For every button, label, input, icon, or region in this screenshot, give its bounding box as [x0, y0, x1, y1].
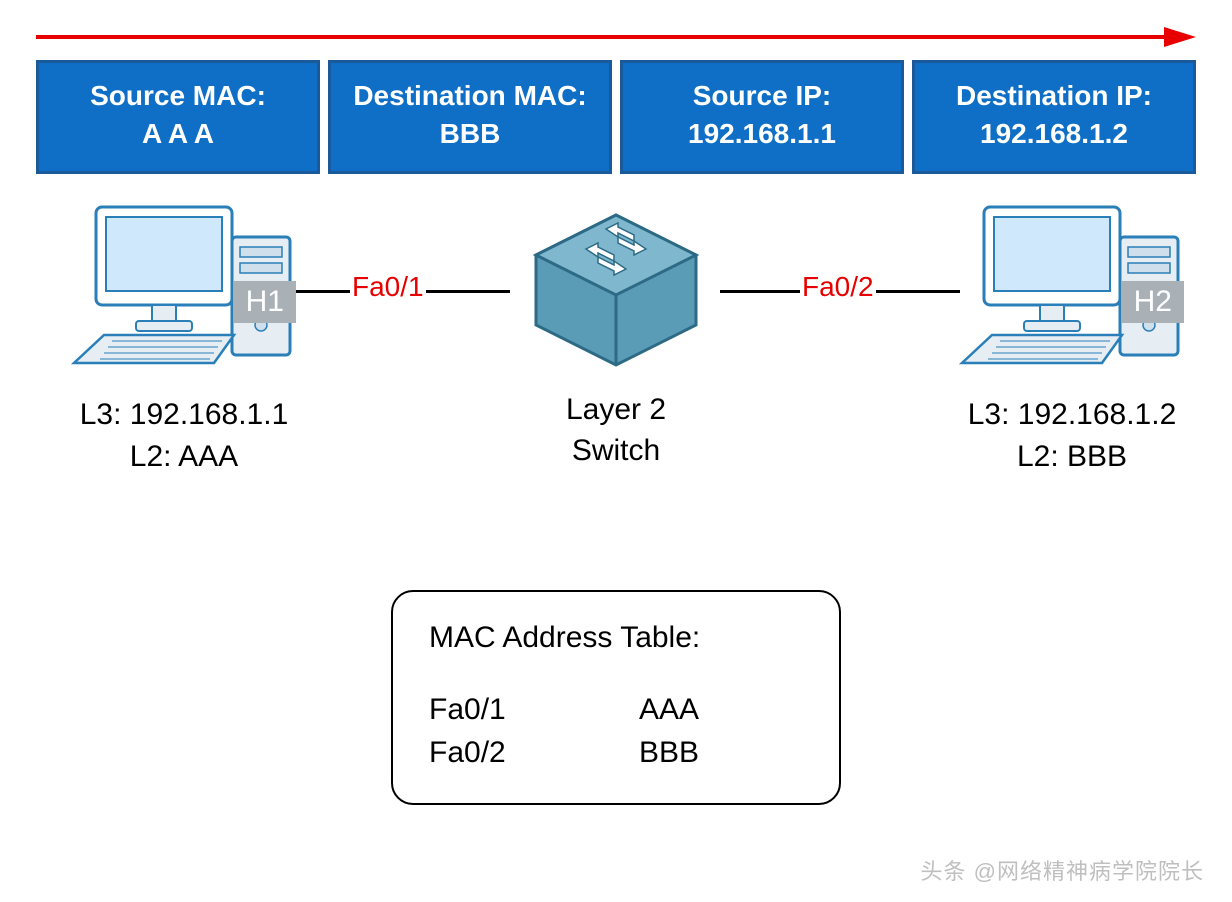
- link-right-label: Fa0/2: [800, 271, 876, 303]
- header-value: BBB: [339, 115, 601, 153]
- packet-header-row: Source MAC: A A A Destination MAC: BBB S…: [36, 60, 1196, 174]
- host-address-labels: L3: 192.168.1.2 L2: BBB: [932, 394, 1212, 478]
- header-source-ip: Source IP: 192.168.1.1: [620, 60, 904, 174]
- mac-table-row: Fa0/1 AAA: [429, 688, 803, 732]
- switch-label-line1: Layer 2: [506, 390, 726, 431]
- header-dest-ip: Destination IP: 192.168.1.2: [912, 60, 1196, 174]
- header-label: Destination IP:: [923, 77, 1185, 115]
- header-label: Source IP:: [631, 77, 893, 115]
- watermark-text: 头条 @网络精神病学院院长: [921, 854, 1204, 886]
- network-topology: Fa0/1 Fa0/2 H1 L3: 192.168.1.1 L2: AAA: [0, 195, 1232, 555]
- host-tag: H1: [234, 281, 296, 323]
- host-address-labels: L3: 192.168.1.1 L2: AAA: [44, 394, 324, 478]
- mac-address-table: MAC Address Table: Fa0/1 AAA Fa0/2 BBB: [391, 590, 841, 805]
- host-h1: H1 L3: 192.168.1.1 L2: AAA: [44, 195, 324, 478]
- host-l3: L3: 192.168.1.2: [932, 394, 1212, 436]
- switch-label-line2: Switch: [506, 431, 726, 472]
- switch-icon: [506, 185, 726, 375]
- switch-label: Layer 2 Switch: [506, 390, 726, 471]
- mac-port: Fa0/2: [429, 731, 639, 775]
- mac-port: Fa0/1: [429, 688, 639, 732]
- flow-direction-arrow: [36, 24, 1196, 55]
- link-left-label: Fa0/1: [350, 271, 426, 303]
- arrow-icon: [36, 24, 1196, 50]
- layer2-switch: Layer 2 Switch: [506, 185, 726, 471]
- host-l3: L3: 192.168.1.1: [44, 394, 324, 436]
- header-label: Destination MAC:: [339, 77, 601, 115]
- header-label: Source MAC:: [47, 77, 309, 115]
- header-value: 192.168.1.2: [923, 115, 1185, 153]
- host-l2: L2: BBB: [932, 436, 1212, 478]
- header-value: 192.168.1.1: [631, 115, 893, 153]
- host-h2: H2 L3: 192.168.1.2 L2: BBB: [932, 195, 1212, 478]
- header-value: A A A: [47, 115, 309, 153]
- header-source-mac: Source MAC: A A A: [36, 60, 320, 174]
- mac-address: BBB: [639, 731, 699, 775]
- mac-table-row: Fa0/2 BBB: [429, 731, 803, 775]
- mac-table-title: MAC Address Table:: [429, 616, 803, 660]
- mac-address: AAA: [639, 688, 699, 732]
- host-l2: L2: AAA: [44, 436, 324, 478]
- header-dest-mac: Destination MAC: BBB: [328, 60, 612, 174]
- host-tag: H2: [1122, 281, 1184, 323]
